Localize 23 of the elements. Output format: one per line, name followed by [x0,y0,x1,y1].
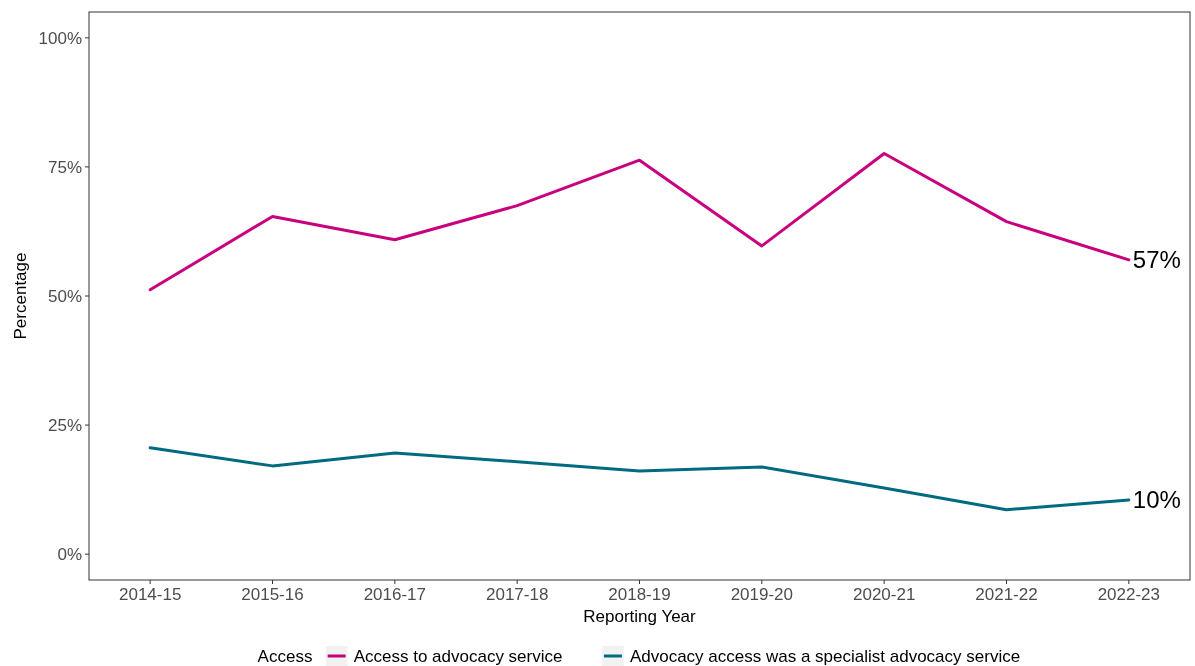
y-tick-label: 100% [38,28,82,48]
legend-label: Access to advocacy service [353,646,563,666]
x-axis-title: Reporting Year [583,607,697,626]
x-tick-label: 2021-22 [975,585,1038,604]
x-tick-label: 2022-23 [1097,585,1161,604]
data-label: 57% [1132,246,1181,274]
line-series [148,446,1131,512]
x-tick-label: 2020-21 [852,585,916,604]
x-tick-label: 2019-20 [730,585,794,604]
x-tick-label: 2017-18 [485,585,549,604]
y-tick-label: 0% [57,545,82,565]
legend-title: Access [257,646,313,666]
x-tick-label: 2014-15 [118,585,182,604]
x-tick-label: 2018-19 [608,585,671,604]
y-tick-label: 75% [47,157,82,177]
legend-label: Advocacy access was a specialist advocacy service [629,646,1021,666]
line-series [148,151,1131,292]
data-label: 10% [1132,486,1181,514]
x-tick-label: 2015-16 [241,585,304,604]
y-tick-label: 25% [47,416,82,436]
y-axis-title: Percentage [11,252,30,340]
x-tick-label: 2016-17 [363,585,427,604]
y-tick-label: 50% [47,286,82,306]
